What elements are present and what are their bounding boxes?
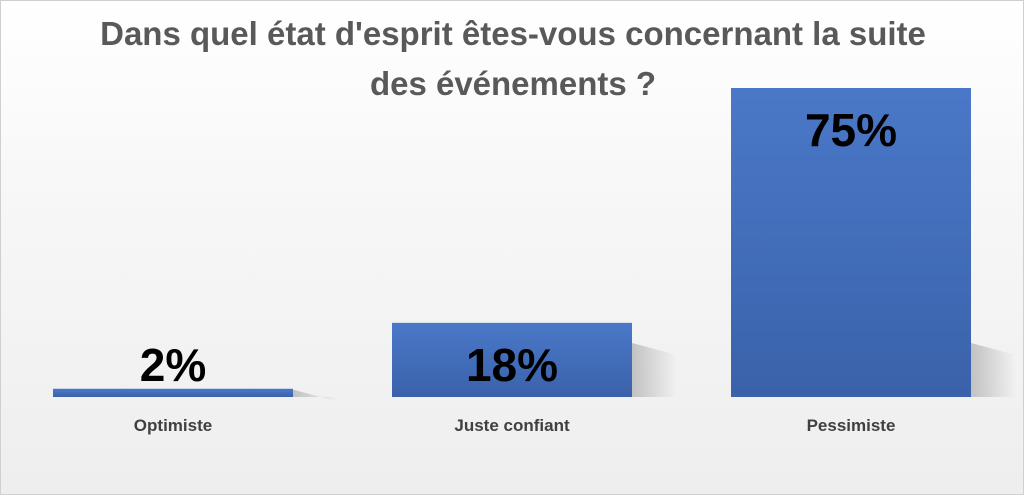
category-label: Juste confiant <box>454 416 570 435</box>
category-label: Pessimiste <box>807 416 896 435</box>
bar-shadow <box>971 343 1016 397</box>
bar-pessimiste <box>731 88 971 397</box>
chart-title: Dans quel état d'esprit êtes-vous concer… <box>100 15 926 102</box>
value-label: 75% <box>805 104 897 156</box>
bar-shadow <box>293 389 338 402</box>
bar-shadow <box>632 343 677 397</box>
bar-juste-confiant <box>392 322 632 397</box>
value-label: 18% <box>466 339 558 391</box>
bar-optimiste <box>53 388 293 397</box>
value-label: 2% <box>140 339 206 391</box>
category-label: Optimiste <box>134 416 212 435</box>
